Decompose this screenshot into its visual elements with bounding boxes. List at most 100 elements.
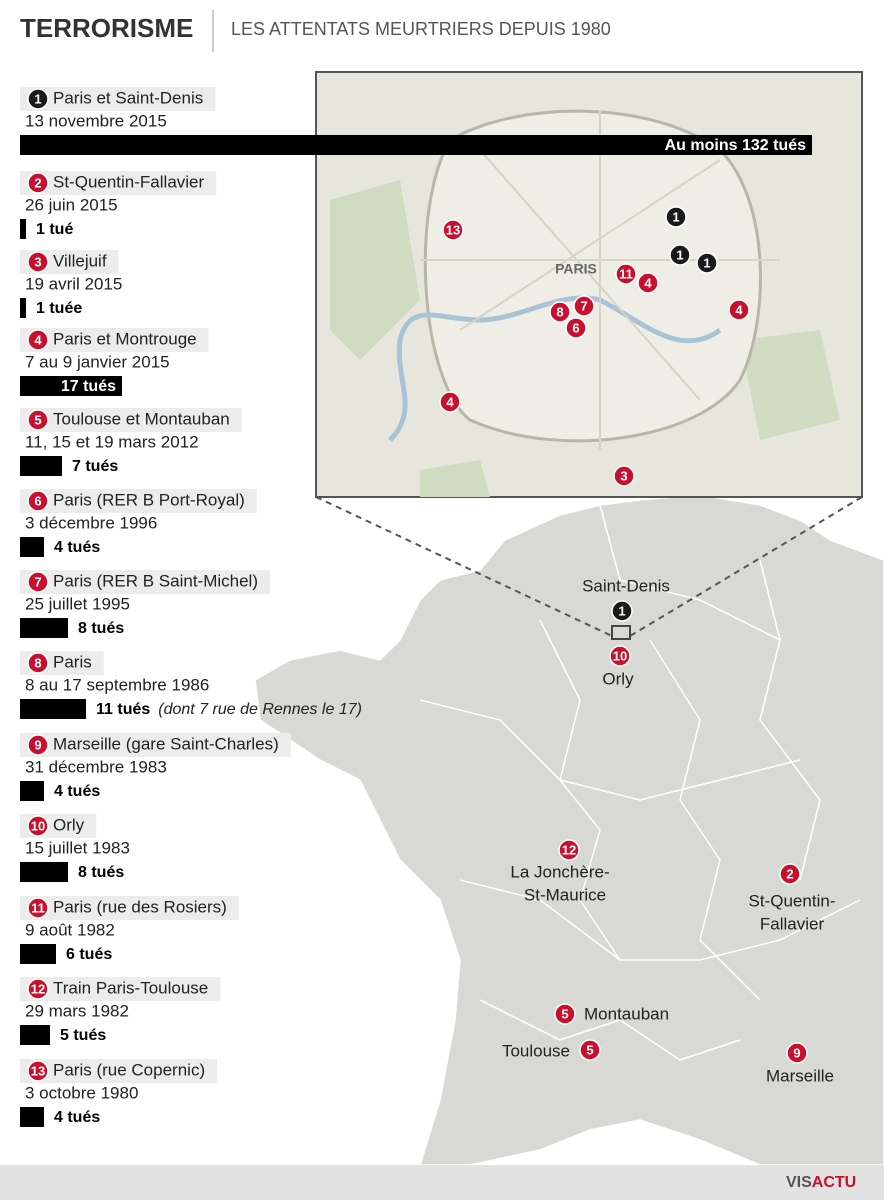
number-badge <box>665 206 687 228</box>
victims-bar <box>20 135 812 155</box>
attack-place: Toulouse et Montauban <box>53 409 230 428</box>
number-badge <box>696 252 718 274</box>
victims-label: 4 tués <box>54 1109 100 1126</box>
map-label: St-Quentin- <box>749 891 836 910</box>
map-label: Toulouse <box>502 1041 570 1060</box>
brand-part: VIS <box>786 1174 812 1191</box>
badge-number: 13 <box>31 1063 45 1078</box>
title-background <box>20 977 221 1001</box>
victims-bar <box>20 298 26 318</box>
victims-label: 6 tués <box>66 946 112 963</box>
victims-bar <box>20 1107 44 1127</box>
badge-number: 2 <box>786 866 793 881</box>
number-badge <box>442 219 464 241</box>
badge-number: 5 <box>561 1006 568 1021</box>
victims-note: (dont 7 rue de Rennes le 17) <box>158 701 362 718</box>
attack-date: 3 décembre 1996 <box>25 513 157 532</box>
number-badge <box>611 600 633 622</box>
victims-label: 4 tués <box>54 539 100 556</box>
badge-number: 6 <box>572 320 579 335</box>
badge-number: 1 <box>618 603 625 618</box>
title-background <box>20 171 217 195</box>
badge-number: 3 <box>620 468 627 483</box>
victims-label: 17 tués <box>61 378 116 395</box>
attack-date: 9 août 1982 <box>25 920 115 939</box>
attack-place: Paris (RER B Port-Royal) <box>53 490 245 509</box>
badge-number: 4 <box>644 275 652 290</box>
attack-place: Paris (rue des Rosiers) <box>53 897 227 916</box>
number-badge <box>27 897 49 919</box>
subtitle: LES ATTENTATS MEURTRIERS DEPUIS 1980 <box>231 19 611 39</box>
title-background <box>20 570 270 594</box>
victims-label: 11 tués <box>96 701 150 718</box>
number-badge <box>27 329 49 351</box>
victims-label: Au moins 132 tués <box>665 137 806 154</box>
badge-number: 9 <box>793 1045 800 1060</box>
number-badge <box>669 244 691 266</box>
footer <box>0 1165 884 1200</box>
title-background <box>20 489 257 513</box>
map-label: La Jonchère- <box>510 862 609 881</box>
victims-bar <box>20 1025 50 1045</box>
attack-date: 13 novembre 2015 <box>25 111 167 130</box>
badge-number: 12 <box>562 842 576 857</box>
badge-number: 5 <box>34 412 41 427</box>
victims-bar <box>20 537 44 557</box>
number-badge <box>439 391 461 413</box>
number-badge <box>786 1042 808 1064</box>
victims-label: 1 tué <box>36 221 73 238</box>
attack-date: 3 octobre 1980 <box>25 1083 138 1102</box>
zoom-line <box>629 496 863 637</box>
title-background <box>20 896 239 920</box>
victims-label: 8 tués <box>78 620 124 637</box>
badge-number: 13 <box>446 222 460 237</box>
badge-number: 7 <box>34 574 41 589</box>
attack-place: Paris <box>53 652 92 671</box>
number-badge <box>779 863 801 885</box>
attack-place: Paris (rue Copernic) <box>53 1060 205 1079</box>
number-badge <box>27 88 49 110</box>
attack-date: 29 mars 1982 <box>25 1001 129 1020</box>
brand: VISACTU <box>786 1174 856 1191</box>
victims-bar <box>20 618 68 638</box>
badge-number: 11 <box>619 266 633 281</box>
map-label: PARIS <box>555 261 597 277</box>
title-background <box>20 87 216 111</box>
badge-number: 12 <box>31 981 45 996</box>
attack-date: 8 au 17 septembre 1986 <box>25 675 209 694</box>
victims-bar <box>20 862 68 882</box>
victims-label: 7 tués <box>72 458 118 475</box>
brand-part: ACTU <box>812 1174 856 1191</box>
title-background <box>20 1059 218 1083</box>
title: TERRORISME <box>20 13 193 43</box>
badge-number: 6 <box>34 493 41 508</box>
number-badge <box>565 317 587 339</box>
badge-number: 1 <box>34 91 41 106</box>
number-badge <box>27 409 49 431</box>
attack-date: 11, 15 et 19 mars 2012 <box>25 432 199 451</box>
victims-bar <box>20 219 26 239</box>
badge-number: 2 <box>34 175 41 190</box>
badge-number: 4 <box>34 332 42 347</box>
number-badge <box>728 299 750 321</box>
number-badge <box>615 263 637 285</box>
title-background <box>20 408 242 432</box>
victims-label: 1 tuée <box>36 300 82 317</box>
france-map <box>254 494 884 1166</box>
number-badge <box>579 1039 601 1061</box>
map-label: Fallavier <box>760 914 825 933</box>
badge-number: 8 <box>556 304 563 319</box>
number-badge <box>613 465 635 487</box>
victims-bar <box>20 456 62 476</box>
badge-number: 10 <box>31 818 45 833</box>
badge-number: 1 <box>672 209 679 224</box>
number-badge <box>27 490 49 512</box>
victims-bar <box>20 376 122 396</box>
number-badge <box>637 272 659 294</box>
number-badge <box>609 645 631 667</box>
attack-date: 26 juin 2015 <box>25 195 118 214</box>
badge-number: 8 <box>34 655 41 670</box>
number-badge <box>27 652 49 674</box>
